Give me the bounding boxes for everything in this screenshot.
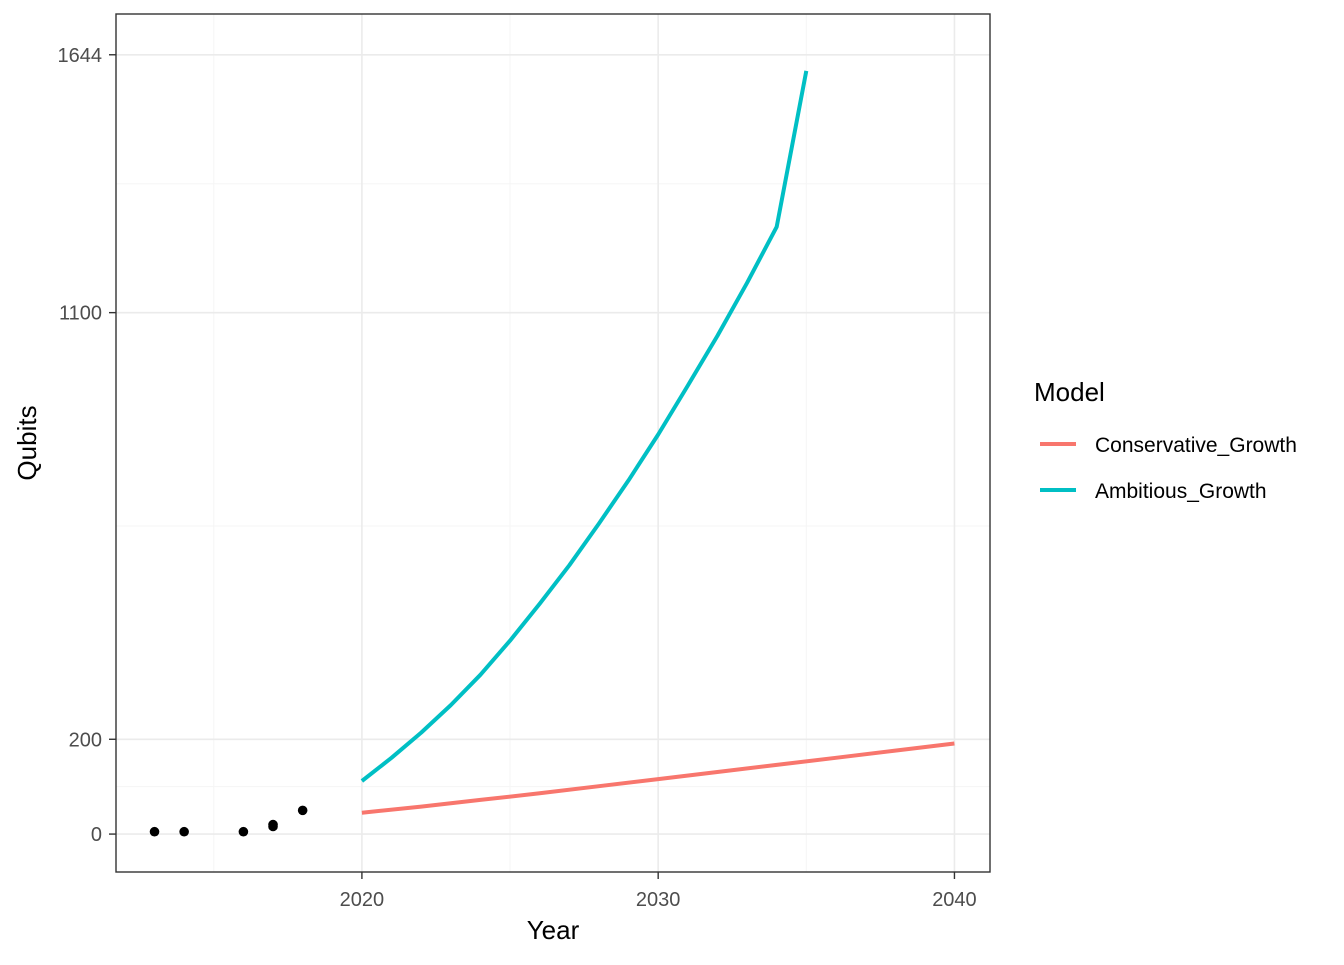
series-line-ambitious-growth [360,70,809,783]
y-tick-label: 0 [91,824,102,846]
data-point [238,826,249,837]
axes: 2020 2030 2040 0 200 1100 1644 [58,45,977,911]
y-tick-label: 200 [69,729,102,751]
data-point [149,826,160,837]
series-line-conservative-growth [361,741,955,815]
data-point [268,819,278,830]
x-tick-label: 2020 [340,889,385,911]
data-point [297,805,308,816]
y-tick-label: 1644 [58,45,103,67]
legend-label: Ambitious_Growth [1095,480,1267,503]
x-tick-label: 2040 [932,889,977,911]
x-axis-title: Year [527,915,580,945]
legend: Model Conservative_Growth Ambitious_Growt… [1034,377,1297,503]
data-point [179,826,189,837]
x-tick-label: 2030 [636,889,681,911]
grid [116,14,990,872]
y-axis-title: Qubits [12,405,42,480]
y-tick-label: 1100 [59,303,102,325]
legend-label: Conservative_Growth [1095,434,1297,457]
panel-border [115,13,991,873]
legend-title: Model [1034,377,1105,407]
legend-items: Conservative_Growth Ambitious_Growth [1040,434,1297,503]
plot-series [149,70,955,837]
